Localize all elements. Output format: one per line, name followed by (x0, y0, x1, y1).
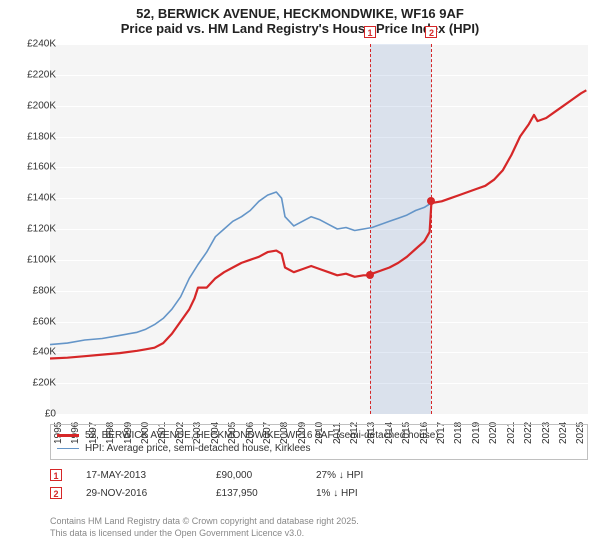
y-axis-label: £20K (33, 378, 56, 389)
chart-footer: Contains HM Land Registry data © Crown c… (50, 516, 359, 539)
sale-dot-icon (427, 197, 435, 205)
sale-marker-icon: 2 (425, 26, 437, 38)
y-axis-label: £220K (27, 69, 56, 80)
legend-row: 52, BERWICK AVENUE, HECKMONDWIKE, WF16 9… (57, 429, 581, 442)
series-line (50, 90, 586, 358)
chart-legend: 52, BERWICK AVENUE, HECKMONDWIKE, WF16 9… (50, 424, 588, 460)
sale-marker-icon: 1 (50, 469, 62, 481)
chart-plot-area: 12 (50, 44, 588, 414)
legend-swatch (57, 448, 79, 450)
sales-table: 1 17-MAY-2013 £90,000 27% ↓ HPI 2 29-NOV… (50, 466, 588, 502)
y-axis-label: £160K (27, 162, 56, 173)
y-axis-label: £100K (27, 254, 56, 265)
sale-diff: 27% ↓ HPI (316, 470, 416, 481)
chart-title-line2: Price paid vs. HM Land Registry's House … (0, 21, 600, 36)
sale-dot-icon (366, 271, 374, 279)
legend-swatch (57, 434, 79, 436)
legend-row: HPI: Average price, semi-detached house,… (57, 442, 581, 455)
footer-line: Contains HM Land Registry data © Crown c… (50, 516, 359, 528)
series-line (50, 90, 586, 344)
sale-price: £137,950 (216, 488, 316, 499)
y-axis-label: £80K (33, 285, 56, 296)
chart-lines-svg (50, 44, 588, 414)
sale-price: £90,000 (216, 470, 316, 481)
y-axis-label: £200K (27, 100, 56, 111)
legend-label: 52, BERWICK AVENUE, HECKMONDWIKE, WF16 9… (85, 430, 439, 441)
y-axis-label: £40K (33, 347, 56, 358)
table-row: 2 29-NOV-2016 £137,950 1% ↓ HPI (50, 484, 588, 502)
y-axis-label: £120K (27, 224, 56, 235)
y-axis-label: £0 (45, 409, 56, 420)
chart-container: 52, BERWICK AVENUE, HECKMONDWIKE, WF16 9… (0, 0, 600, 560)
table-row: 1 17-MAY-2013 £90,000 27% ↓ HPI (50, 466, 588, 484)
sale-diff: 1% ↓ HPI (316, 488, 416, 499)
y-axis-label: £180K (27, 131, 56, 142)
y-axis-label: £240K (27, 39, 56, 50)
grid-line (50, 414, 588, 415)
sale-marker-icon: 2 (50, 487, 62, 499)
chart-title-line1: 52, BERWICK AVENUE, HECKMONDWIKE, WF16 9… (0, 6, 600, 21)
y-axis-label: £60K (33, 316, 56, 327)
sale-date: 17-MAY-2013 (86, 470, 216, 481)
sale-date: 29-NOV-2016 (86, 488, 216, 499)
sale-marker-icon: 1 (364, 26, 376, 38)
chart-title-block: 52, BERWICK AVENUE, HECKMONDWIKE, WF16 9… (0, 0, 600, 38)
footer-line: This data is licensed under the Open Gov… (50, 528, 359, 540)
y-axis-label: £140K (27, 193, 56, 204)
legend-label: HPI: Average price, semi-detached house,… (85, 443, 311, 454)
